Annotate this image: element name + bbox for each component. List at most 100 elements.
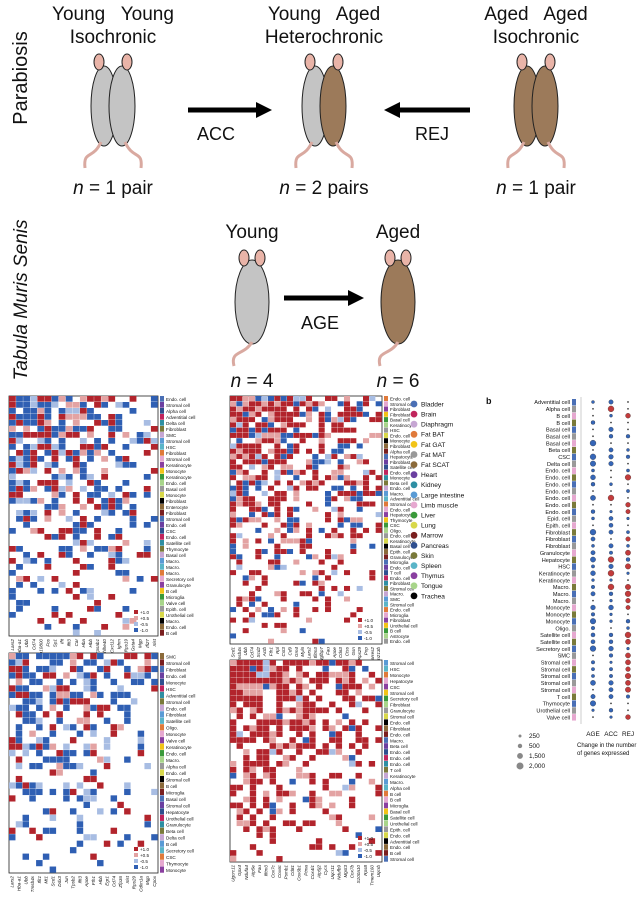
heatmap-gene-label: Xist	[125, 875, 130, 884]
heatmap-cell	[302, 796, 310, 803]
heatmap-gene-label: Fth1	[91, 876, 96, 886]
heatmap-cell	[51, 498, 59, 504]
heatmap-cell	[276, 749, 283, 755]
heatmap-cell	[9, 480, 16, 486]
heatmap-cell	[136, 576, 144, 582]
heatmap-cell	[293, 517, 300, 523]
heatmap-cell	[342, 689, 349, 696]
heatmap-cell	[49, 814, 57, 821]
heatmap-gene-label: Fau	[325, 647, 330, 655]
heatmap-cell	[23, 414, 30, 420]
heatmap-cell	[36, 704, 43, 711]
heatmap-cell	[143, 486, 151, 492]
heatmap-cell	[335, 677, 343, 684]
heatmap-cell	[369, 570, 376, 576]
heatmap-cell	[150, 396, 158, 402]
heatmap-cell	[269, 719, 276, 726]
heatmap-cell	[293, 406, 300, 412]
heatmap-cell	[72, 492, 80, 498]
panel-b-dot	[627, 497, 629, 499]
heatmap-cell	[249, 790, 257, 797]
tissue-strip-cell	[160, 678, 164, 686]
heatmap-cell	[335, 820, 343, 827]
heatmap-cell	[242, 480, 249, 486]
heatmap-cell	[9, 558, 16, 564]
heatmap-gene-label: Scd1	[230, 647, 235, 658]
heatmap-cell	[243, 725, 250, 731]
heatmap-row-label: Fibroblast	[166, 427, 187, 432]
heatmap-cell	[263, 820, 270, 827]
heatmap-cell	[337, 559, 344, 565]
heatmap-cell	[236, 808, 243, 815]
heatmap-cell	[22, 788, 30, 796]
heatmap-cell	[318, 527, 325, 533]
heatmap-row-label: Macro.	[166, 758, 180, 763]
mouse-aged	[377, 249, 416, 367]
heatmap-cell	[144, 763, 151, 770]
panel-b-row-label: Monocyte	[546, 613, 570, 619]
heatmap-cell	[124, 717, 131, 724]
heatmap-row-label: Hepatocyte	[390, 513, 414, 518]
panel-b-row-label: Basal cell	[546, 428, 570, 434]
heatmap-cell	[236, 559, 243, 565]
heatmap-cell	[230, 549, 237, 554]
heatmap-cell	[249, 501, 256, 507]
heatmap-cell	[369, 501, 376, 507]
panel-b-row-label: SMC	[558, 654, 570, 660]
heatmap-cell	[63, 724, 70, 731]
tissue-strip-cell	[384, 660, 388, 666]
heatmap-cell	[51, 606, 59, 612]
heatmap-cell	[255, 554, 262, 560]
heatmap-cell	[236, 406, 243, 412]
heatmap-cell	[293, 411, 300, 417]
heatmap-gene-label: Rpl	[275, 646, 280, 654]
heatmap-cell	[143, 432, 151, 438]
heatmap-cell	[83, 704, 90, 711]
heatmap-cell	[56, 698, 63, 705]
heatmap-cell	[122, 576, 130, 582]
panel-b-dot	[610, 627, 612, 629]
heatmap-cell	[97, 665, 104, 673]
value-legend-label: +0.5	[364, 842, 374, 847]
heatmap-cell	[293, 607, 300, 613]
heatmap-cell	[230, 683, 237, 690]
heatmap-cell	[369, 396, 376, 401]
panel-b-tissue-cell	[572, 652, 576, 659]
heatmap-cell	[337, 417, 344, 423]
heatmap-cell	[44, 462, 52, 468]
heatmap-gene-label: Atp5e	[250, 865, 255, 878]
heatmap-cell	[87, 456, 94, 462]
panel-b-dot	[626, 626, 630, 630]
heatmap-cell	[289, 755, 296, 761]
panel-b-caption-line1: Change in the number	[577, 743, 636, 749]
heatmap-cell	[309, 820, 316, 827]
tissue-strip-cell	[384, 749, 388, 755]
tissue-strip-cell	[384, 731, 388, 737]
heatmap-cell	[331, 422, 338, 428]
heatmap-cell	[289, 695, 296, 702]
heatmap-cell	[255, 517, 262, 523]
tissue-strip-cell	[160, 402, 164, 408]
heatmap-cell	[236, 689, 243, 696]
panel-b-tissue-cell	[572, 556, 576, 563]
heatmap-cell	[249, 814, 257, 821]
panel-b-tissue-cell	[572, 666, 576, 673]
heatmap-cell	[230, 660, 237, 666]
heatmap-cell	[363, 411, 370, 417]
heatmap-cell	[337, 506, 344, 512]
heatmap-cell	[79, 468, 87, 474]
heatmap-cell	[255, 549, 262, 554]
heatmap-cell	[356, 533, 363, 539]
panel-b-dot	[626, 489, 630, 493]
heatmap-cell	[230, 554, 237, 560]
panel-b-row-label: Stromal cell	[541, 688, 570, 694]
tissue-strip-cell	[160, 522, 164, 528]
heatmap-cell	[230, 617, 237, 623]
panel-b-row-label: Beta cell	[549, 448, 570, 454]
heatmap-cell	[65, 528, 73, 534]
heatmap-cell	[87, 552, 94, 558]
panel-b-dot	[625, 584, 631, 590]
heatmap-cell	[72, 522, 80, 528]
heatmap-cell	[274, 554, 281, 560]
heatmap-gene-label: Tmsb4x	[237, 646, 242, 663]
